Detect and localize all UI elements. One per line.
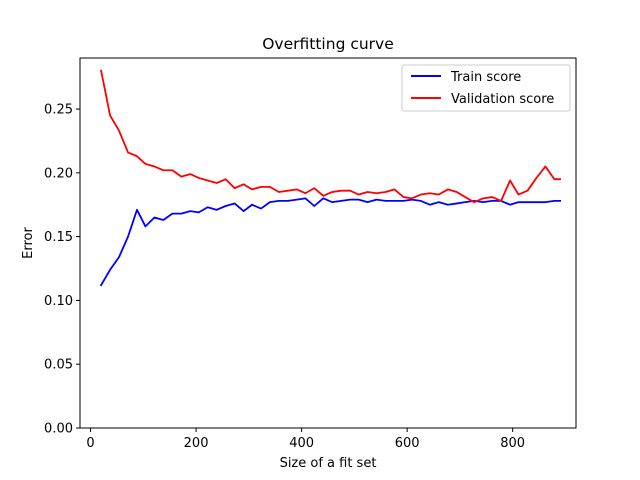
legend-label-validation: Validation score [451, 92, 554, 107]
axis-ticks: 0 200 400 600 800 0.00 0.05 0.10 0.15 0.20 0.25 [44, 103, 525, 451]
legend-label-train: Train score [450, 70, 521, 85]
x-tick-label: 0 [86, 436, 94, 451]
validation-score-line [100, 69, 562, 204]
x-axis-label: Size of a fit set [280, 456, 377, 471]
y-tick-label: 0.00 [44, 422, 73, 437]
plot-area [99, 69, 562, 287]
y-tick-label: 0.05 [44, 358, 73, 373]
train-score-line [99, 197, 562, 287]
x-tick-label: 600 [395, 436, 420, 451]
legend-box [401, 64, 571, 112]
y-axis-label: Error [21, 227, 36, 259]
y-tick-label: 0.25 [44, 103, 73, 118]
legend: Train score Validation score [401, 64, 571, 112]
y-tick-label: 0.20 [44, 166, 73, 181]
y-tick-label: 0.15 [44, 230, 73, 245]
x-tick-label: 400 [289, 436, 314, 451]
chart-title: Overfitting curve [262, 35, 394, 53]
x-tick-label: 800 [500, 436, 525, 451]
y-tick-label: 0.10 [44, 294, 73, 309]
x-tick-label: 200 [184, 436, 209, 451]
axes-frame [79, 57, 577, 429]
